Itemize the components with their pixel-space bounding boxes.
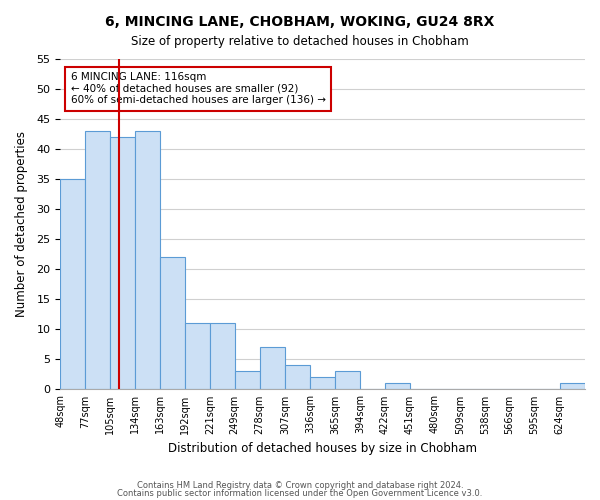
Text: Contains public sector information licensed under the Open Government Licence v3: Contains public sector information licen… bbox=[118, 488, 482, 498]
Bar bbox=[335, 372, 361, 390]
Text: 6 MINCING LANE: 116sqm
← 40% of detached houses are smaller (92)
60% of semi-det: 6 MINCING LANE: 116sqm ← 40% of detached… bbox=[71, 72, 326, 106]
Bar bbox=[135, 131, 160, 390]
Text: Contains HM Land Registry data © Crown copyright and database right 2024.: Contains HM Land Registry data © Crown c… bbox=[137, 481, 463, 490]
Bar bbox=[210, 324, 235, 390]
Y-axis label: Number of detached properties: Number of detached properties bbox=[15, 131, 28, 317]
Text: Size of property relative to detached houses in Chobham: Size of property relative to detached ho… bbox=[131, 35, 469, 48]
Bar bbox=[285, 366, 310, 390]
Bar bbox=[235, 372, 260, 390]
Bar bbox=[85, 131, 110, 390]
Bar bbox=[310, 378, 335, 390]
Bar bbox=[60, 179, 85, 390]
Bar bbox=[110, 137, 135, 390]
Text: 6, MINCING LANE, CHOBHAM, WOKING, GU24 8RX: 6, MINCING LANE, CHOBHAM, WOKING, GU24 8… bbox=[106, 15, 494, 29]
X-axis label: Distribution of detached houses by size in Chobham: Distribution of detached houses by size … bbox=[168, 442, 477, 455]
Bar bbox=[260, 348, 285, 390]
Bar bbox=[185, 324, 210, 390]
Bar bbox=[385, 384, 410, 390]
Bar bbox=[560, 384, 585, 390]
Bar bbox=[160, 258, 185, 390]
